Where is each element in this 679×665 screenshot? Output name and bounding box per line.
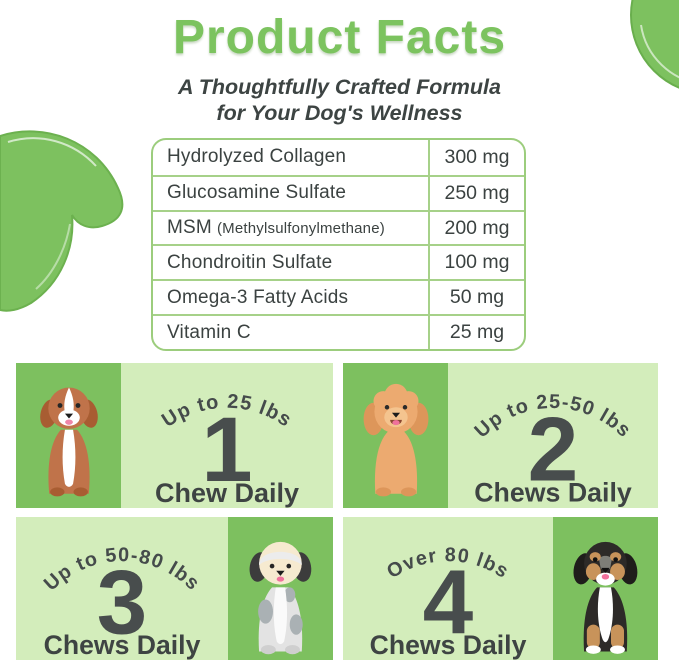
dog-box: [16, 363, 121, 508]
ingredient-name: Hydrolyzed Collagen: [153, 140, 430, 175]
ingredient-amount: 250 mg: [444, 181, 510, 204]
ingredient-name: Glucosamine Sulfate: [153, 176, 430, 210]
table-row: Glucosamine Sulfate 250 mg: [153, 174, 524, 210]
dosage-panel-4: Over 80 lbs 4 Chews Daily: [343, 517, 658, 660]
ingredient-name: Chondroitin Sulfate: [153, 246, 430, 280]
chew-frequency-label: Chews Daily: [44, 630, 201, 660]
ingredient-amount: 25 mg: [449, 321, 505, 344]
table-row: Omega-3 Fatty Acids 50 mg: [153, 279, 524, 315]
dosage-info: Over 80 lbs 4 Chews Daily: [343, 517, 553, 660]
ingredient-amount: 100 mg: [444, 251, 510, 274]
table-row: MSM (Methylsulfonylmethane) 200 mg: [153, 209, 524, 245]
dosage-info: Up to 50-80 lbs 3 Chews Daily: [16, 517, 228, 660]
ingredient-amount: 300 mg: [444, 145, 510, 168]
green-brush-blob-left: [0, 130, 124, 312]
chew-count: 4: [423, 552, 473, 653]
chew-count: 3: [97, 552, 147, 653]
subtitle-line-1: A Thoughtfully Crafted Formula: [178, 75, 501, 99]
ingredient-name: MSM (Methylsulfonylmethane): [153, 211, 430, 245]
chew-frequency-label: Chew Daily: [155, 478, 299, 508]
dosage-info: Up to 25-50 lbs 2 Chews Daily: [448, 363, 658, 508]
sheepdog-dog-illustration: [249, 541, 312, 655]
dosage-text: Up to 25-50 lbs 2 Chews Daily: [470, 391, 634, 507]
bernedoodle-dog-illustration: [573, 541, 638, 654]
dosage-panel-2: Up to 25-50 lbs 2 Chews Daily: [343, 363, 658, 508]
dosage-text: Up to 50-80 lbs 3 Chews Daily: [40, 544, 203, 660]
subtitle-line-2: for Your Dog's Wellness: [216, 101, 463, 125]
ingredient-name: Vitamin C: [153, 316, 430, 349]
table-row: Vitamin C 25 mg: [153, 314, 524, 349]
chew-count: 2: [528, 400, 579, 501]
ingredient-amount: 200 mg: [444, 216, 510, 239]
chew-frequency-label: Chews Daily: [370, 630, 527, 660]
table-row: Hydrolyzed Collagen 300 mg: [153, 140, 524, 175]
chew-frequency-label: Chews Daily: [474, 477, 632, 507]
ingredient-amount: 50 mg: [449, 286, 505, 309]
ingredient-name: Omega-3 Fatty Acids: [153, 281, 430, 315]
dosage-text: Up to 25 lbs 1 Chew Daily: [155, 391, 299, 508]
cavachon-dog-illustration: [39, 387, 98, 497]
page-title: Product Facts: [172, 11, 507, 64]
dosage-panel-1: Up to 25 lbs 1 Chew Daily: [16, 363, 333, 508]
dosage-info: Up to 25 lbs 1 Chew Daily: [121, 363, 333, 508]
table-row: Chondroitin Sulfate 100 mg: [153, 244, 524, 280]
dosage-panel-3: Up to 50-80 lbs 3 Chews Daily: [16, 517, 333, 660]
dog-box: [343, 363, 448, 508]
chew-count: 1: [201, 399, 252, 501]
dog-box: [553, 517, 658, 660]
ingredients-table: Hydrolyzed Collagen 300 mg Glucosamine S…: [151, 138, 526, 351]
dog-box: [228, 517, 333, 660]
goldendoodle-dog-illustration: [363, 383, 428, 497]
page-subtitle: A Thoughtfully Crafted Formula for Your …: [0, 74, 679, 126]
dosage-text: Over 80 lbs 4 Chews Daily: [370, 544, 527, 660]
